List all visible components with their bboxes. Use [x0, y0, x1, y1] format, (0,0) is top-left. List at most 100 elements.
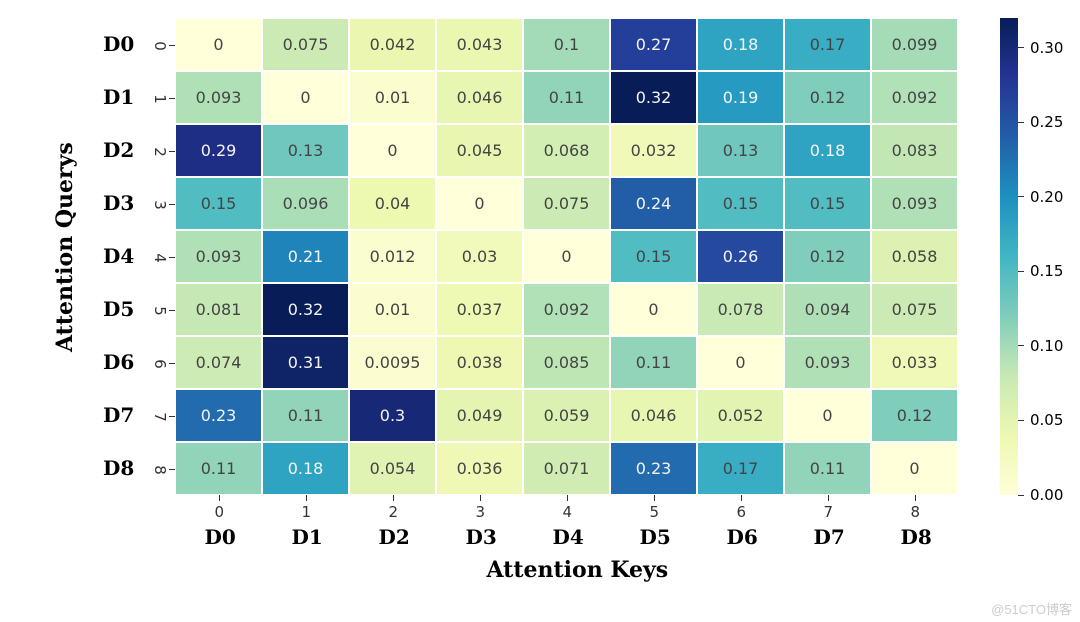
- heatmap-cell: 0.0095: [349, 336, 436, 389]
- x-tick-number: 5: [650, 503, 660, 521]
- heatmap-cell: 0.11: [610, 336, 697, 389]
- heatmap-cell: 0.11: [523, 71, 610, 124]
- colorbar-tick: 0.20: [1018, 188, 1063, 206]
- heatmap-cell: 0.038: [436, 336, 523, 389]
- colorbar-tick-label: 0.15: [1030, 262, 1063, 280]
- colorbar: [1000, 18, 1018, 495]
- heatmap-cell: 0.075: [523, 177, 610, 230]
- y-tick-mark: [169, 151, 175, 152]
- colorbar-tick-label: 0.05: [1030, 411, 1063, 429]
- heatmap-cell: 0.3: [349, 389, 436, 442]
- heatmap-cell: 0: [175, 18, 262, 71]
- heatmap-cell: 0.18: [697, 18, 784, 71]
- x-tick-number: 0: [215, 503, 225, 521]
- y-tick-number: 8: [151, 465, 169, 475]
- x-d-label: D5: [640, 525, 671, 549]
- x-tick-number: 6: [737, 503, 747, 521]
- y-tick-number: 2: [151, 147, 169, 157]
- colorbar-tick-mark: [1018, 420, 1024, 421]
- heatmap-row: 0.0740.310.00950.0380.0850.1100.0930.033: [175, 336, 958, 389]
- y-tick-mark: [169, 363, 175, 364]
- heatmap-cell: 0.092: [871, 71, 958, 124]
- y-d-label: D7: [103, 403, 134, 427]
- heatmap-cell: 0.18: [262, 442, 349, 495]
- heatmap-cell: 0.096: [262, 177, 349, 230]
- heatmap-row: 0.0810.320.010.0370.09200.0780.0940.075: [175, 283, 958, 336]
- heatmap-cell: 0.17: [697, 442, 784, 495]
- colorbar-tick: 0.15: [1018, 262, 1063, 280]
- x-axis-title: Attention Keys: [487, 557, 669, 583]
- watermark: @51CTO博客: [991, 599, 1072, 618]
- y-tick-mark: [169, 45, 175, 46]
- y-tick-number: 0: [151, 41, 169, 51]
- y-d-label: D1: [103, 85, 134, 109]
- heatmap-cell: 0.31: [262, 336, 349, 389]
- heatmap-cell: 0: [349, 124, 436, 177]
- heatmap-cell: 0.075: [262, 18, 349, 71]
- y-d-label: D6: [103, 350, 134, 374]
- x-d-label: D6: [727, 525, 758, 549]
- heatmap-cell: 0: [262, 71, 349, 124]
- heatmap-row: 0.230.110.30.0490.0590.0460.05200.12: [175, 389, 958, 442]
- heatmap-cell: 0.092: [523, 283, 610, 336]
- colorbar-tick-mark: [1018, 495, 1024, 496]
- heatmap-cell: 0.036: [436, 442, 523, 495]
- colorbar-tick: 0.25: [1018, 113, 1063, 131]
- x-tick-number: 2: [389, 503, 399, 521]
- colorbar-tick-label: 0.25: [1030, 113, 1063, 131]
- x-d-label: D8: [901, 525, 932, 549]
- heatmap-cell: 0.033: [871, 336, 958, 389]
- heatmap-cell: 0: [784, 389, 871, 442]
- x-d-label: D2: [379, 525, 410, 549]
- colorbar-tick-mark: [1018, 196, 1024, 197]
- colorbar-tick: 0.05: [1018, 411, 1063, 429]
- x-tick-mark: [393, 495, 394, 501]
- heatmap-cell: 0: [436, 177, 523, 230]
- heatmap-cell: 0.012: [349, 230, 436, 283]
- y-axis-title: Attention Querys: [52, 142, 78, 352]
- heatmap-cell: 0: [610, 283, 697, 336]
- x-tick-mark: [480, 495, 481, 501]
- x-tick-mark: [915, 495, 916, 501]
- heatmap-cell: 0.046: [436, 71, 523, 124]
- heatmap-cell: 0.068: [523, 124, 610, 177]
- colorbar-tick-mark: [1018, 271, 1024, 272]
- heatmap-cell: 0.11: [175, 442, 262, 495]
- x-tick-mark: [219, 495, 220, 501]
- heatmap-cell: 0.12: [871, 389, 958, 442]
- y-d-label: D0: [103, 32, 134, 56]
- heatmap-cell: 0.01: [349, 71, 436, 124]
- heatmap-cell: 0.19: [697, 71, 784, 124]
- heatmap-row: 0.150.0960.0400.0750.240.150.150.093: [175, 177, 958, 230]
- heatmap-row: 0.0930.210.0120.0300.150.260.120.058: [175, 230, 958, 283]
- y-tick-number: 4: [151, 253, 169, 263]
- y-tick-mark: [169, 257, 175, 258]
- x-tick-number: 8: [911, 503, 921, 521]
- x-d-label: D7: [814, 525, 845, 549]
- colorbar-gradient: [1000, 18, 1018, 495]
- heatmap-cell: 0.059: [523, 389, 610, 442]
- heatmap-cell: 0.27: [610, 18, 697, 71]
- colorbar-tick: 0.10: [1018, 337, 1063, 355]
- heatmap-cell: 0.049: [436, 389, 523, 442]
- heatmap-cell: 0.21: [262, 230, 349, 283]
- y-tick-number: 7: [151, 412, 169, 422]
- heatmap-cell: 0.046: [610, 389, 697, 442]
- x-tick-number: 4: [563, 503, 573, 521]
- heatmap-cell: 0.11: [784, 442, 871, 495]
- x-tick-mark: [654, 495, 655, 501]
- y-d-label: D4: [103, 244, 134, 268]
- heatmap-cell: 0.093: [784, 336, 871, 389]
- y-tick-mark: [169, 469, 175, 470]
- colorbar-tick-mark: [1018, 47, 1024, 48]
- x-d-label: D3: [466, 525, 497, 549]
- heatmap-row: 0.110.180.0540.0360.0710.230.170.110: [175, 442, 958, 495]
- heatmap-cell: 0.094: [784, 283, 871, 336]
- heatmap-cell: 0.26: [697, 230, 784, 283]
- heatmap-cell: 0.043: [436, 18, 523, 71]
- heatmap-cell: 0.054: [349, 442, 436, 495]
- x-tick-number: 7: [824, 503, 834, 521]
- y-tick-mark: [169, 310, 175, 311]
- y-tick-number: 1: [151, 94, 169, 104]
- heatmap-cell: 0.075: [871, 283, 958, 336]
